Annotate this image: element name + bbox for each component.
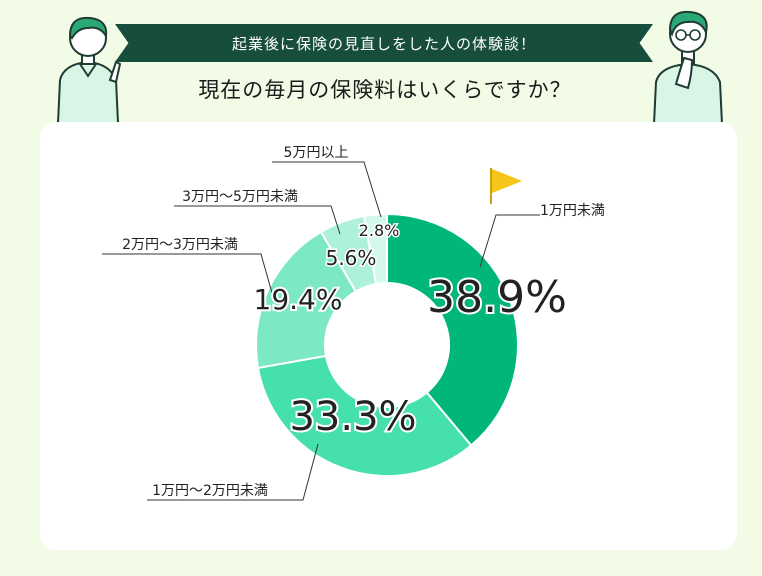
category-label-2: 1万円〜2万円未満 xyxy=(152,483,268,499)
value-label-3: 19.4% xyxy=(254,283,343,316)
leader-line-4 xyxy=(174,205,341,235)
leader-line-3 xyxy=(102,253,273,294)
leader-line-5 xyxy=(272,161,382,218)
chart-card: 38.9% 1万円未満 33.3% 1万円〜2万円未満 19.4% 2万円〜3万円未満 5.… xyxy=(40,122,737,550)
category-label-5: 5万円以上 xyxy=(284,145,349,161)
donut-slice-3 xyxy=(255,230,358,370)
category-label-3: 2万円〜3万円未満 xyxy=(122,237,238,253)
value-label-4: 5.6% xyxy=(326,246,377,270)
donut-slice-1 xyxy=(386,212,519,447)
person-thinking-illustration xyxy=(652,10,724,124)
person-pointing-illustration xyxy=(56,16,122,123)
leader-line-1 xyxy=(479,214,540,268)
donut-slice-2 xyxy=(256,354,473,477)
value-label-1: 38.9% xyxy=(427,272,567,323)
banner-text: 起業後に保険の見直しをした人の体験談！ xyxy=(231,34,536,53)
donut-chart: 38.9% 1万円未満 33.3% 1万円〜2万円未満 19.4% 2万円〜3万円未満 5.… xyxy=(102,145,605,501)
category-label-1: 1万円未満 xyxy=(540,203,605,219)
page-header: 起業後に保険の見直しをした人の体験談！ 現在の毎月の保険料はいくらですか？ xyxy=(0,0,762,124)
flag-icon xyxy=(490,168,522,204)
question-title: 現在の毎月の保険料はいくらですか？ xyxy=(198,78,572,102)
leader-line-2 xyxy=(147,443,319,501)
value-label-5: 2.8% xyxy=(359,221,400,240)
donut-slice-5 xyxy=(362,212,388,286)
category-label-4: 3万円〜5万円未満 xyxy=(182,189,298,205)
value-label-2: 33.3% xyxy=(289,394,416,440)
banner: 起業後に保険の見直しをした人の体験談！ xyxy=(115,24,653,62)
